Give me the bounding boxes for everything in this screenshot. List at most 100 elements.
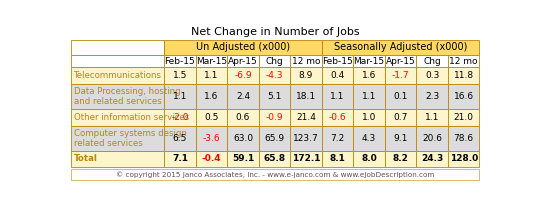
Text: 9.1: 9.1 [394,134,408,143]
Text: 8.1: 8.1 [330,155,345,163]
Text: 7.1: 7.1 [172,155,188,163]
Bar [353,150,385,167]
Bar [71,40,164,55]
Bar [195,84,227,109]
Bar [290,55,322,67]
Bar [322,109,353,126]
Text: 8.0: 8.0 [361,155,377,163]
Bar [448,84,480,109]
Text: 78.6: 78.6 [454,134,474,143]
Text: 59.1: 59.1 [232,155,254,163]
Bar [164,109,195,126]
Text: Mar-15: Mar-15 [196,57,227,66]
Bar [353,109,385,126]
Bar [385,109,416,126]
Text: -0.4: -0.4 [201,155,221,163]
Bar [71,84,164,109]
Bar [322,67,353,84]
Text: 21.0: 21.0 [454,113,474,122]
Text: Seasonally Adjusted (x000): Seasonally Adjusted (x000) [334,42,467,52]
Bar [385,126,416,150]
Bar [448,67,480,84]
Bar [385,84,416,109]
Bar [322,126,353,150]
Bar [164,55,195,67]
Bar [227,150,259,167]
Text: 16.6: 16.6 [454,92,474,101]
Bar [448,126,480,150]
Text: 1.1: 1.1 [362,92,376,101]
Bar [164,126,195,150]
Bar [227,67,259,84]
Bar [416,55,448,67]
Text: Feb-15: Feb-15 [322,57,353,66]
Text: 11.8: 11.8 [454,71,474,80]
Bar [353,67,385,84]
Text: 0.1: 0.1 [394,92,408,101]
Text: 0.4: 0.4 [330,71,345,80]
Text: -6.9: -6.9 [234,71,252,80]
Bar [195,55,227,67]
Text: 12 mo: 12 mo [292,57,320,66]
Bar [71,150,164,167]
Text: Apr-15: Apr-15 [386,57,416,66]
Bar [353,126,385,150]
Text: 1.0: 1.0 [362,113,376,122]
Bar [259,150,290,167]
Text: 8.9: 8.9 [299,71,313,80]
Text: Data Processing, hosting
and related services: Data Processing, hosting and related ser… [74,87,181,106]
Text: -2.0: -2.0 [171,113,188,122]
Bar [71,55,164,67]
Bar [385,55,416,67]
Text: 0.3: 0.3 [425,71,439,80]
Text: 1.1: 1.1 [204,71,219,80]
Text: 1.1: 1.1 [330,92,345,101]
Bar [448,150,480,167]
Bar [416,67,448,84]
Text: 0.7: 0.7 [394,113,408,122]
Text: Chg: Chg [423,57,441,66]
Text: 65.8: 65.8 [264,155,286,163]
Text: 128.0: 128.0 [449,155,478,163]
Bar [290,109,322,126]
Bar [227,55,259,67]
Text: Apr-15: Apr-15 [228,57,258,66]
Text: 21.4: 21.4 [296,113,316,122]
Text: 1.6: 1.6 [362,71,376,80]
Bar [290,84,322,109]
Text: 1.1: 1.1 [425,113,439,122]
Bar [259,67,290,84]
Text: -1.7: -1.7 [392,71,409,80]
Text: -4.3: -4.3 [266,71,283,80]
Text: 63.0: 63.0 [233,134,253,143]
Text: Other information services: Other information services [74,113,190,122]
Text: Computer systems design
related services: Computer systems design related services [74,129,187,147]
Bar [259,126,290,150]
Bar [416,84,448,109]
Bar [322,84,353,109]
Bar [71,67,164,84]
Text: -3.6: -3.6 [202,134,220,143]
Text: 2.4: 2.4 [236,92,250,101]
Bar [195,109,227,126]
Bar [227,126,259,150]
Text: 24.3: 24.3 [421,155,443,163]
Text: 18.1: 18.1 [296,92,316,101]
Text: -0.9: -0.9 [266,113,284,122]
Bar [71,126,164,150]
Bar [290,67,322,84]
Bar [416,109,448,126]
Bar [448,55,480,67]
Text: Feb-15: Feb-15 [164,57,195,66]
Bar [71,169,480,180]
Bar [385,150,416,167]
Bar [290,150,322,167]
Bar [227,109,259,126]
Text: 8.2: 8.2 [393,155,409,163]
Text: 0.5: 0.5 [204,113,219,122]
Text: Un Adjusted (x000): Un Adjusted (x000) [196,42,290,52]
Text: 6.5: 6.5 [173,134,187,143]
Text: 123.7: 123.7 [293,134,319,143]
Bar [164,150,195,167]
Bar [227,84,259,109]
